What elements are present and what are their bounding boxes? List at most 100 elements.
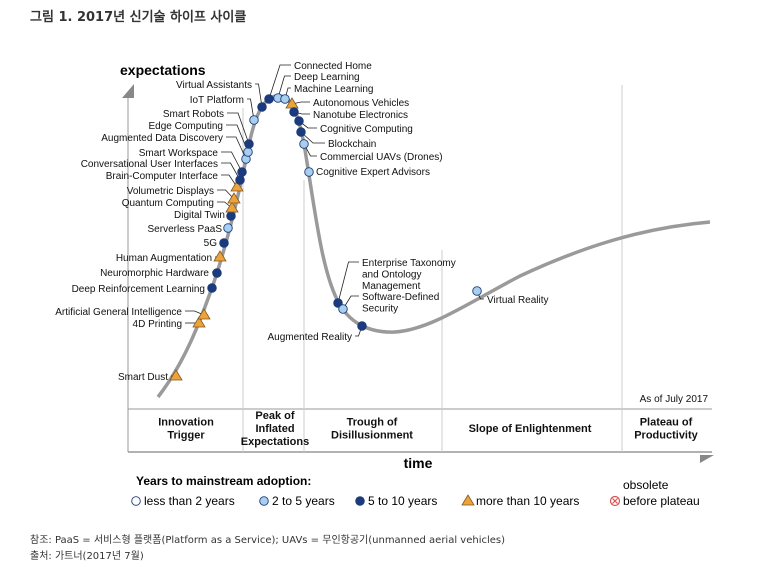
figure-title: 그림 1. 2017년 신기술 하이프 사이클 (30, 10, 247, 25)
technology-marker-light (280, 94, 290, 104)
technology-marker-dark (219, 238, 229, 248)
technology-marker-dark (294, 116, 304, 126)
technology-label: Smart Robots (163, 109, 224, 120)
technology-marker-triangle (192, 316, 206, 328)
technology-label: Augmented Data Discovery (101, 133, 223, 144)
legend-obsolete-icon (609, 495, 621, 507)
technology-marker-light (338, 304, 348, 314)
technology-marker-dark (289, 107, 299, 117)
technology-label: Artificial General Intelligence (55, 307, 182, 318)
phase-label: Slope of Enlightenment (469, 423, 592, 435)
technology-label: Blockchain (328, 139, 376, 150)
technology-label: Human Augmentation (116, 253, 212, 264)
leader-line (342, 295, 359, 310)
technology-label: Deep Reinforcement Learning (72, 284, 205, 295)
leader-line (268, 64, 291, 100)
technology-label: IoT Platform (190, 95, 244, 106)
technology-label: Augmented Reality (268, 332, 353, 343)
technology-marker-light (299, 139, 309, 149)
phase-label: Plateau of (640, 417, 693, 429)
technology-label: Virtual Assistants (176, 80, 252, 91)
technology-marker-dark (235, 175, 245, 185)
technology-marker-light (249, 115, 259, 125)
leader-line (277, 75, 291, 99)
phase-label: Trough of (347, 417, 398, 429)
phase-label: Expectations (241, 436, 309, 448)
leader-line (226, 136, 247, 160)
technology-label: Software-Defined (362, 292, 439, 303)
x-axis-label: time (404, 455, 433, 471)
technology-marker-triangle (213, 250, 227, 262)
legend-label: less than 2 years (144, 494, 235, 508)
technology-marker-dark (357, 321, 367, 331)
footer-source: 출처: 가트너(2017년 7월) (30, 551, 144, 562)
legend-white-icon (131, 496, 141, 506)
legend: Years to mainstream adoption: less than … (131, 474, 700, 508)
technology-label: Autonomous Vehicles (313, 98, 409, 109)
technology-label: Management (362, 281, 421, 292)
leader-line (247, 98, 255, 121)
technology-marker-dark (257, 102, 267, 112)
phase-label: Peak of (255, 410, 294, 422)
technology-marker-triangle (227, 192, 241, 204)
leader-line (255, 83, 263, 108)
technology-marker-light (304, 167, 314, 177)
x-axis-arrow-icon (700, 455, 714, 463)
leader-line (221, 174, 238, 188)
technology-label: Smart Dust (118, 372, 168, 383)
technology-label: Virtual Reality (487, 295, 549, 306)
technology-markers (169, 93, 482, 381)
technology-label: Cognitive Expert Advisors (316, 167, 430, 178)
leader-lines (171, 64, 484, 377)
technology-marker-dark (237, 167, 247, 177)
leader-line (337, 261, 359, 304)
legend-label: before plateau (623, 494, 700, 508)
footer-note: 참조: PaaS = 서비스형 플랫폼(Platform as a Servic… (30, 535, 506, 546)
technology-label: Conversational User Interfaces (81, 159, 218, 170)
hype-curve (156, 94, 711, 399)
phase-label: Disillusionment (331, 430, 413, 442)
technology-marker-dark (226, 211, 236, 221)
technology-marker-dark (264, 94, 274, 104)
technology-marker-triangle (169, 369, 183, 381)
technology-label: Serverless PaaS (148, 224, 223, 235)
phase-label: Innovation (158, 417, 214, 429)
technology-marker-triangle (197, 308, 211, 320)
leader-line (300, 131, 325, 144)
leader-line (221, 162, 241, 181)
legend-label: 2 to 5 years (272, 494, 335, 508)
technology-label: Digital Twin (174, 210, 225, 221)
technology-label: 5G (204, 238, 218, 249)
technology-marker-dark (244, 139, 254, 149)
technology-marker-light (243, 147, 253, 157)
legend-light-icon (259, 496, 269, 506)
legend-dark-icon (355, 496, 365, 506)
legend-label: 5 to 10 years (368, 494, 437, 508)
leader-line (217, 189, 235, 200)
technology-label: Connected Home (294, 61, 372, 72)
technology-label: Neuromorphic Hardware (100, 268, 209, 279)
technology-label: Brain-Computer Interface (106, 171, 219, 182)
technology-marker-light (472, 286, 482, 296)
technology-label: Enterprise Taxonomy (362, 258, 456, 269)
as-of-date: As of July 2017 (640, 394, 709, 405)
phase-label: Trigger (167, 430, 205, 442)
technology-label: Machine Learning (294, 84, 374, 95)
technology-label: Volumetric Displays (127, 186, 214, 197)
technology-label: Edge Computing (149, 121, 224, 132)
leader-line (221, 151, 243, 173)
technology-marker-triangle (230, 180, 244, 192)
technology-marker-dark (207, 283, 217, 293)
frame (122, 84, 714, 463)
legend-title: Years to mainstream adoption: (136, 474, 311, 488)
leader-line (226, 124, 249, 153)
technology-marker-light (223, 223, 233, 233)
technology-label: Smart Workspace (139, 148, 219, 159)
technology-label: Security (362, 304, 398, 315)
leader-line (227, 112, 250, 145)
technology-marker-dark (212, 268, 222, 278)
technology-label: and Ontology (362, 270, 422, 281)
legend-label: more than 10 years (476, 494, 579, 508)
